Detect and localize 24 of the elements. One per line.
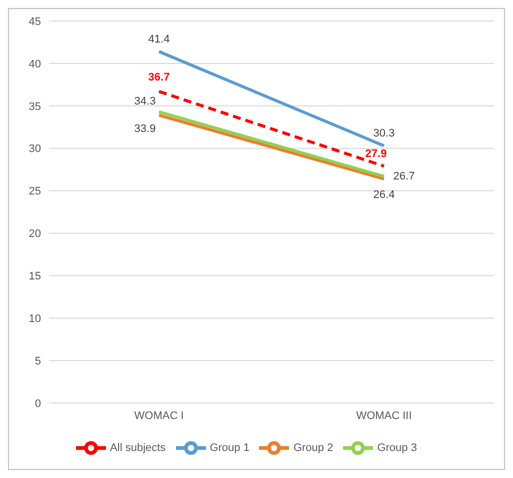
y-tick-label: 35 [28,100,41,113]
legend-label: All subjects [110,442,166,454]
legend-label: Group 2 [293,442,334,454]
data-label: 30.3 [373,128,395,140]
data-label: 36.7 [148,71,170,84]
data-label: 41.4 [148,33,170,46]
y-tick-label: 25 [28,186,41,198]
x-tick-label: WOMAC I [134,410,184,422]
y-tick-label: 45 [28,16,41,28]
y-tick-label: 40 [28,58,41,70]
y-tick-label: 30 [28,143,41,156]
y-tick-label: 5 [34,355,41,368]
data-label: 34.3 [134,96,156,108]
data-label: 26.7 [393,170,415,182]
legend-label: Group 3 [377,442,417,454]
y-tick-label: 20 [28,228,41,240]
data-label: 26.4 [373,188,395,201]
y-tick-label: 10 [28,313,41,326]
y-tick-label: 15 [28,270,41,283]
data-label: 27.9 [365,148,387,160]
y-tick-label: 0 [34,398,41,410]
legend-label: Group 1 [210,442,250,454]
x-tick-label: WOMAC III [356,410,412,422]
data-label: 33.9 [134,123,156,136]
